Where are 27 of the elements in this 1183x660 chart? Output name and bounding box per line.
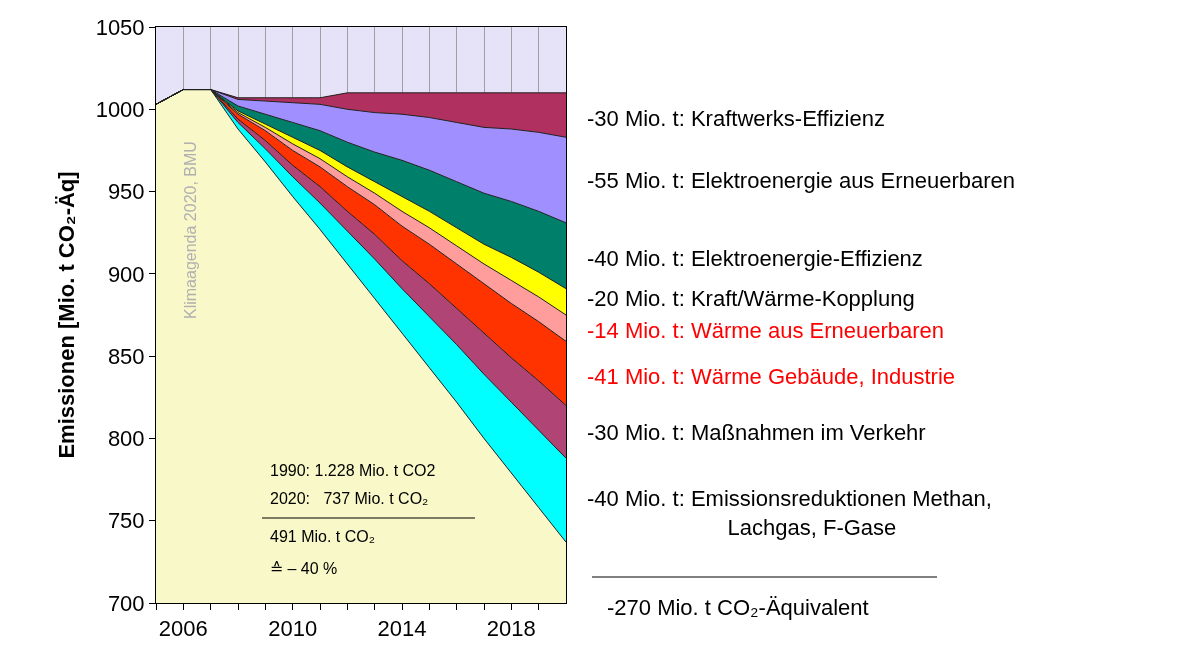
text: -270 Mio. t CO₂-Äquivalent [607,595,869,620]
x-tick-label: 2006 [158,616,208,642]
y-tick-label: 1000 [95,96,145,122]
annotation: Klimaagenda 2020, BMU [182,141,199,319]
y-tick-label: 950 [107,179,145,205]
x-tick-label: 2014 [377,616,427,642]
annotation: ≙ – 40 % [270,560,338,577]
y-tick-label: 750 [107,508,145,534]
y-tick-label: 700 [107,590,145,616]
y-axis-title: Emissionen [Mio. t CO₂-Äq] [54,171,80,459]
annotation: 1990: 1.228 Mio. t CO2 [270,462,436,479]
annotation: 2020: 737 Mio. t CO₂ [270,490,429,507]
series-label: -20 Mio. t: Kraft/Wärme-Kopplung [587,286,915,311]
series-label: -55 Mio. t: Elektroenergie aus Erneuerbaren [587,168,1016,193]
series-label: -41 Mio. t: Wärme Gebäude, Industrie [587,364,956,389]
y-tick-label: 850 [107,343,145,369]
series-label: -40 Mio. t: Elektroenergie-Effizienz [587,246,923,271]
series-label: -40 Mio. t: Emissionsreduktionen Methan, Lachgas, F-Gase [587,486,992,540]
annotation: 491 Mio. t CO₂ [270,528,375,545]
y-tick-label: 800 [107,426,145,452]
series-label: -14 Mio. t: Wärme aus Erneuerbaren [587,318,945,343]
y-tick-label: 900 [107,261,145,287]
series-label: -30 Mio. t: Kraftwerks-Effizienz [587,106,885,131]
x-tick-label: 2018 [486,616,536,642]
y-tick-label: 1050 [95,14,145,40]
series-label: -30 Mio. t: Maßnahmen im Verkehr [587,420,926,445]
x-tick-label: 2010 [268,616,318,642]
